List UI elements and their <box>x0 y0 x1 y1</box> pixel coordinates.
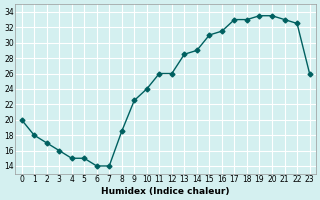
X-axis label: Humidex (Indice chaleur): Humidex (Indice chaleur) <box>101 187 230 196</box>
